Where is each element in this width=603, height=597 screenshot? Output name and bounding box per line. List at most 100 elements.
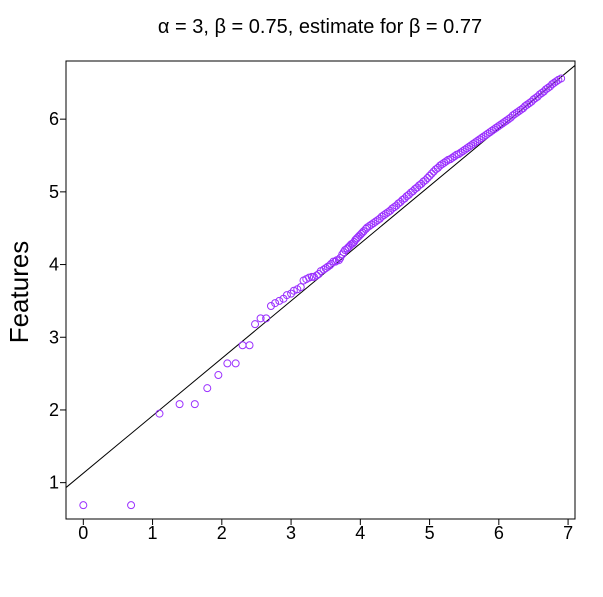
- data-point: [494, 122, 503, 131]
- data-point: [438, 160, 447, 169]
- x-tick-label: 6: [494, 523, 504, 543]
- data-point: [357, 230, 366, 239]
- data-point: [510, 110, 519, 119]
- data-point: [469, 139, 478, 148]
- data-point: [155, 409, 164, 418]
- data-point: [535, 90, 544, 99]
- data-point: [460, 145, 469, 154]
- data-point: [440, 158, 449, 167]
- plot-frame: [65, 60, 576, 520]
- data-point: [498, 119, 507, 128]
- x-tick-label: 5: [425, 523, 435, 543]
- data-point: [343, 244, 352, 253]
- data-point: [338, 250, 347, 259]
- data-point: [450, 152, 459, 161]
- data-point: [425, 171, 434, 180]
- points-layer: [79, 74, 566, 510]
- data-point: [500, 118, 509, 127]
- data-point: [456, 148, 465, 157]
- data-point: [529, 95, 538, 104]
- x-tick-label: 0: [78, 523, 88, 543]
- data-point: [319, 265, 328, 274]
- y-tick-label: 1: [49, 473, 59, 493]
- data-point: [388, 204, 397, 213]
- data-point: [352, 234, 361, 243]
- data-point: [203, 384, 212, 393]
- data-point: [351, 235, 360, 244]
- data-point: [465, 142, 474, 151]
- data-point: [231, 359, 240, 368]
- data-point: [245, 341, 254, 350]
- data-point: [458, 147, 467, 156]
- data-point: [190, 400, 199, 409]
- data-point: [475, 135, 484, 144]
- data-point: [487, 126, 496, 135]
- data-point: [307, 272, 316, 281]
- data-point: [473, 136, 482, 145]
- x-tick-label: 3: [286, 523, 296, 543]
- x-tick-label: 7: [563, 523, 573, 543]
- data-point: [377, 212, 386, 221]
- data-point: [271, 299, 280, 308]
- y-tick-label: 6: [49, 109, 59, 129]
- data-point: [462, 144, 471, 153]
- data-point: [329, 257, 338, 266]
- data-point: [367, 220, 376, 229]
- y-tick-label: 4: [49, 255, 59, 275]
- data-point: [423, 174, 432, 183]
- data-point: [427, 169, 436, 178]
- data-point: [355, 231, 364, 240]
- data-point: [467, 141, 476, 150]
- data-point: [557, 74, 566, 83]
- data-point: [379, 211, 388, 220]
- x-tick-label: 2: [217, 523, 227, 543]
- data-point: [175, 400, 184, 409]
- data-point: [363, 223, 372, 232]
- data-point: [512, 108, 521, 117]
- data-point: [481, 131, 490, 140]
- data-point: [435, 161, 444, 170]
- data-point: [502, 116, 511, 125]
- data-point: [321, 264, 330, 273]
- data-point: [448, 153, 457, 162]
- data-point: [471, 138, 480, 147]
- data-point: [496, 120, 505, 129]
- data-point: [266, 301, 275, 310]
- y-tick-label: 2: [49, 400, 59, 420]
- data-point: [312, 271, 321, 280]
- data-point: [334, 256, 343, 265]
- data-point: [251, 320, 260, 329]
- data-point: [327, 259, 336, 268]
- data-point: [214, 371, 223, 380]
- data-point: [262, 314, 271, 323]
- data-point: [347, 240, 356, 249]
- data-point: [508, 111, 517, 120]
- data-point: [550, 78, 559, 87]
- data-point: [442, 157, 451, 166]
- data-point: [479, 132, 488, 141]
- x-tick-label: 4: [355, 523, 365, 543]
- x-tick-label: 1: [148, 523, 158, 543]
- data-point: [381, 209, 390, 218]
- data-point: [489, 125, 498, 134]
- y-axis-label: Features: [4, 241, 34, 344]
- data-point: [369, 219, 378, 228]
- data-point: [296, 283, 305, 292]
- y-axis: 1 2 3 4 5 6: [49, 109, 66, 493]
- data-point: [287, 289, 296, 298]
- data-point: [483, 129, 492, 138]
- data-point: [477, 134, 486, 143]
- data-point: [492, 123, 501, 132]
- data-point: [446, 155, 455, 164]
- data-point: [275, 296, 284, 305]
- data-point: [421, 176, 430, 185]
- data-point: [282, 291, 291, 300]
- data-point: [541, 85, 550, 94]
- data-point: [365, 222, 374, 231]
- y-tick-label: 5: [49, 182, 59, 202]
- data-point: [523, 100, 532, 109]
- data-point: [548, 80, 557, 89]
- x-axis: 0 1 2 3 4 5 6 7: [78, 519, 573, 543]
- data-point: [485, 128, 494, 137]
